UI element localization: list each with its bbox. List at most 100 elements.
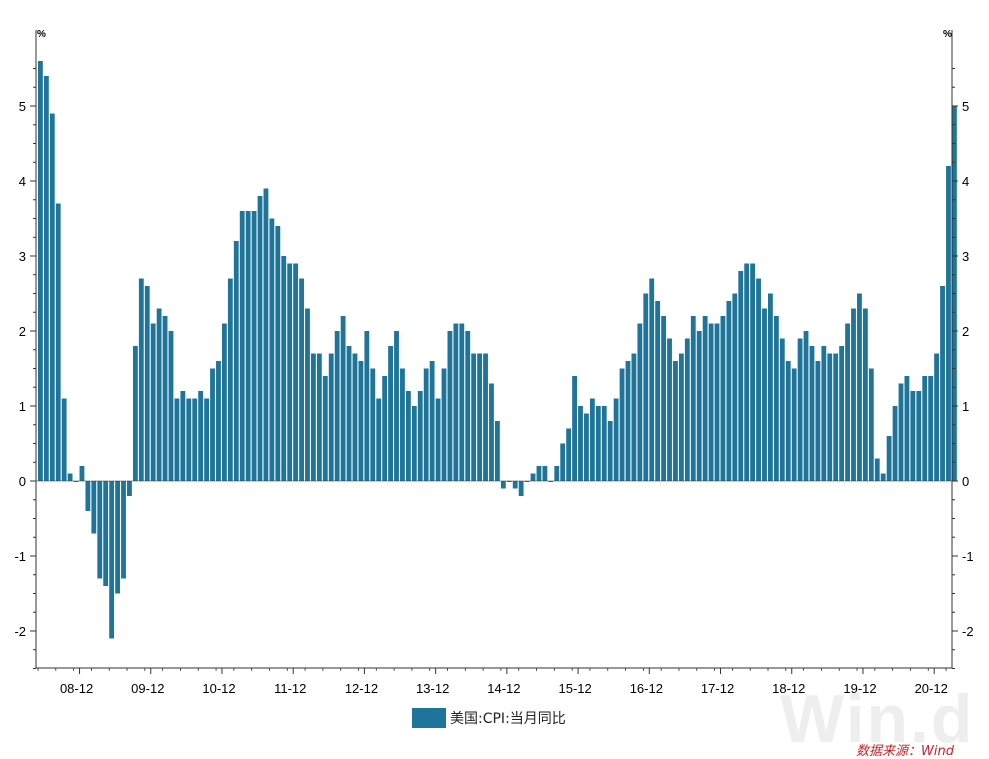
bar <box>453 323 459 481</box>
bar <box>192 398 198 481</box>
bar <box>281 256 287 481</box>
bar <box>168 331 174 481</box>
bar <box>868 368 874 481</box>
bar <box>43 76 49 481</box>
y-tick-label-left: 4 <box>19 174 26 189</box>
bar <box>459 323 465 481</box>
bar <box>518 481 524 496</box>
bar <box>696 331 702 481</box>
wind-watermark: Win.d <box>780 681 975 757</box>
bar <box>714 323 720 481</box>
bar <box>400 368 405 481</box>
bar <box>263 188 269 481</box>
bar <box>441 368 447 481</box>
bar <box>584 413 589 481</box>
bar <box>186 398 192 481</box>
bar <box>352 353 358 481</box>
y-tick-label-right: 2 <box>962 324 969 339</box>
y-tick-label-left: 0 <box>19 474 26 489</box>
bar <box>465 331 471 481</box>
bar <box>334 331 340 481</box>
bar <box>477 353 483 481</box>
bar <box>85 481 91 511</box>
x-tick-label: 09-12 <box>131 681 164 696</box>
bar <box>572 376 577 481</box>
bar <box>221 323 227 481</box>
bar <box>738 271 744 481</box>
bar <box>144 286 150 481</box>
bar <box>500 481 506 489</box>
bar <box>762 308 767 481</box>
y-tick-label-left: 2 <box>19 324 26 339</box>
legend: 美国:CPI:当月同比 <box>412 708 566 728</box>
bar <box>49 113 55 481</box>
x-tick-label: 08-12 <box>60 681 93 696</box>
bar <box>785 361 791 481</box>
bar <box>536 466 542 481</box>
bar <box>667 338 672 481</box>
bar <box>768 293 773 481</box>
bar <box>898 383 904 481</box>
bar-series <box>38 61 957 639</box>
bar <box>287 263 293 481</box>
bar <box>251 211 257 481</box>
bar <box>631 353 637 481</box>
y-tick-label-left: 5 <box>19 99 26 114</box>
bar <box>530 473 536 481</box>
bar <box>750 263 756 481</box>
x-tick-label: 10-12 <box>202 681 235 696</box>
bar <box>67 473 73 481</box>
bar <box>394 331 399 481</box>
bar <box>174 398 180 481</box>
bar <box>886 436 892 481</box>
bar <box>299 278 304 481</box>
bar <box>673 361 678 481</box>
bar <box>684 338 690 481</box>
bar <box>892 406 898 481</box>
bar <box>346 346 352 481</box>
bar <box>227 278 233 481</box>
bar <box>483 353 488 481</box>
bar <box>779 338 785 481</box>
bar <box>607 421 613 481</box>
bar <box>732 293 738 481</box>
bar <box>447 331 453 481</box>
y-tick-label-right: 0 <box>962 474 969 489</box>
bar <box>625 361 631 481</box>
bar <box>322 376 328 481</box>
bar <box>655 301 661 481</box>
bar <box>595 406 601 481</box>
bar <box>417 391 423 481</box>
bar <box>405 391 411 481</box>
x-tick-label: 13-12 <box>416 681 449 696</box>
bar <box>79 466 85 481</box>
bar <box>204 398 210 481</box>
bar <box>132 346 138 481</box>
bar <box>311 353 316 481</box>
y-tick-label-left: -1 <box>14 549 26 564</box>
bar <box>471 353 477 481</box>
bar <box>210 368 215 481</box>
bar <box>578 406 583 481</box>
source-note: 数据来源：Wind <box>856 744 954 759</box>
bar <box>435 398 441 481</box>
bar <box>649 278 655 481</box>
bar <box>55 203 61 481</box>
bar <box>38 61 43 481</box>
bar <box>797 338 803 481</box>
bar <box>156 308 162 481</box>
bar <box>233 241 239 481</box>
bar <box>109 481 115 639</box>
bar <box>494 421 500 481</box>
bar <box>827 353 833 481</box>
y-tick-label-right: 4 <box>962 174 969 189</box>
bar <box>512 481 518 489</box>
bar <box>548 481 554 482</box>
bar <box>862 308 868 481</box>
bar <box>643 293 649 481</box>
bar <box>922 376 928 481</box>
bar <box>726 301 732 481</box>
x-tick-label: 16-12 <box>630 681 663 696</box>
bar <box>364 331 370 481</box>
